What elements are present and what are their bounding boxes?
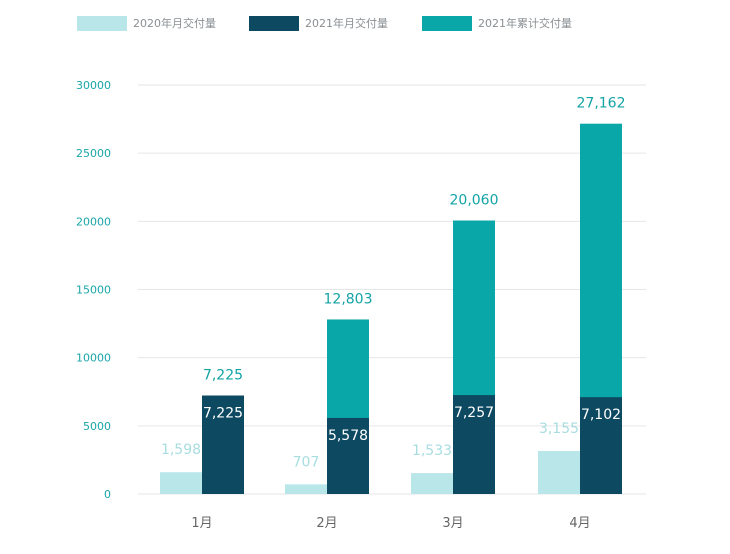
bar-2020-monthly [411, 473, 453, 494]
data-label-2021-monthly: 7,257 [454, 405, 494, 421]
data-label-2021-cumulative: 27,162 [577, 96, 626, 112]
y-tick-label: 0 [104, 488, 111, 501]
legend-swatch-2021-monthly [249, 15, 299, 31]
data-label-2020-monthly: 1,533 [412, 443, 452, 459]
data-label-2021-cumulative: 7,225 [203, 367, 243, 383]
data-label-2020-monthly: 3,155 [539, 421, 579, 437]
legend-swatch-2021-cumulative [422, 15, 472, 31]
legend-label-2021-cumulative: 2021年累计交付量 [478, 17, 572, 30]
x-tick-label: 3月 [442, 516, 463, 531]
data-label-2021-cumulative: 20,060 [450, 193, 499, 209]
y-tick-label: 5000 [83, 420, 111, 433]
data-label-2021-monthly: 7,225 [203, 405, 243, 421]
bar-2021-monthly [327, 417, 369, 494]
data-label-2021-monthly: 7,102 [581, 407, 621, 423]
x-tick-label: 4月 [569, 516, 590, 531]
data-label-2021-monthly: 5,578 [328, 428, 368, 444]
bar-2020-monthly [285, 484, 327, 494]
y-tick-label: 15000 [76, 284, 111, 297]
legend-swatch-2020-monthly [77, 15, 127, 31]
x-tick-label: 1月 [191, 516, 212, 531]
bar-2020-monthly [160, 472, 202, 494]
legend-label-2021-monthly: 2021年月交付量 [305, 17, 388, 30]
legend: 2020年月交付量 2021年月交付量 2021年累计交付量 [0, 12, 730, 34]
legend-label-2020-monthly: 2020年月交付量 [133, 17, 216, 30]
data-label-2021-cumulative: 12,803 [324, 291, 373, 307]
bar-2020-monthly [538, 450, 580, 494]
bar-2021-monthly [453, 395, 495, 494]
x-tick-label: 2月 [316, 516, 337, 531]
bar-2021-monthly [202, 395, 244, 494]
data-label-2020-monthly: 1,598 [161, 442, 201, 458]
data-label-2020-monthly: 707 [293, 454, 320, 470]
y-tick-label: 20000 [76, 215, 111, 228]
y-tick-label: 25000 [76, 147, 111, 160]
y-tick-label: 10000 [76, 352, 111, 365]
y-tick-label: 30000 [76, 79, 111, 92]
legend-item-2021-cumulative: 2021年累计交付量 [422, 12, 572, 34]
legend-item-2020-monthly: 2020年月交付量 [77, 12, 216, 34]
legend-item-2021-monthly: 2021年月交付量 [249, 12, 388, 34]
bar-2021-monthly [580, 397, 622, 494]
